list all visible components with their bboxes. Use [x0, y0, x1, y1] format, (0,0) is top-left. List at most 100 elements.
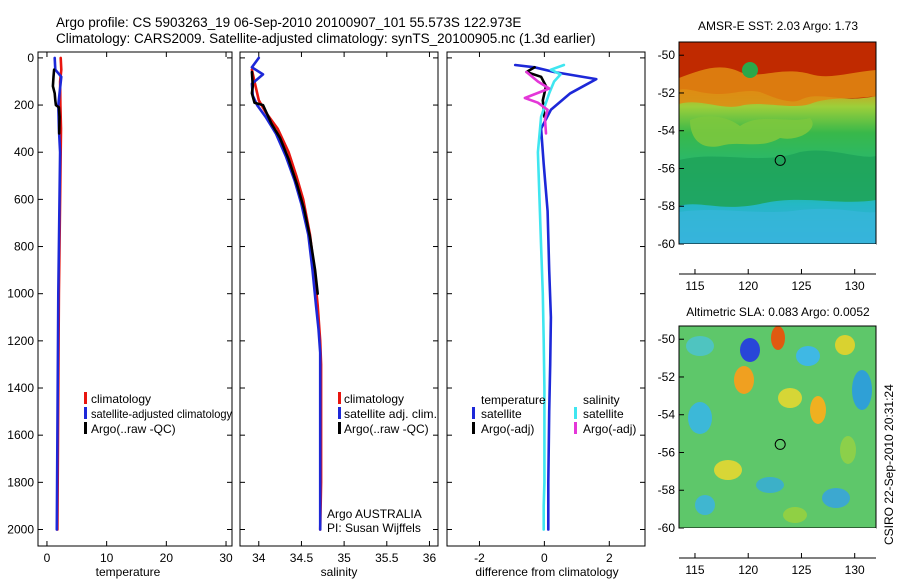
depth-tick-label: 1400 — [7, 381, 34, 395]
legend-label-sal-argo: Argo(-adj) — [583, 422, 636, 436]
title-line-2: Climatology: CARS2009. Satellite-adjuste… — [56, 31, 596, 46]
salinity-x-ticks: 34 34.5 35 35.5 36 — [252, 52, 436, 565]
sst-lon-tick-label: 130 — [845, 279, 865, 293]
difference-legend: temperature salinity satellite Argo(-adj… — [472, 393, 636, 436]
temperature-x-tick-label: 10 — [100, 551, 114, 565]
salinity-x-tick-label: 34 — [252, 551, 266, 565]
salinity-profile-lines — [250, 56, 323, 531]
salinity-x-tick-label: 34.5 — [290, 551, 314, 565]
sst-map-features — [679, 42, 876, 244]
sla-lat-tick-label: -56 — [658, 445, 676, 459]
sst-map-title: AMSR-E SST: 2.03 Argo: 1.73 — [698, 19, 858, 33]
legend-label-satellite-adjusted: satellite-adjusted climatology — [91, 407, 232, 421]
depth-tick-label: 1200 — [7, 334, 34, 348]
title-line-1: Argo profile: CS 5903263_19 06-Sep-2010 … — [56, 15, 521, 30]
sst-map-lat-ticks: -50 -52 -54 -56 -58 -60 — [658, 48, 684, 251]
argo-program-note: Argo AUSTRALIA — [327, 507, 422, 521]
sla-map-lon-ticks: 115 120 125 130 — [679, 553, 876, 577]
sst-lat-tick-label: -52 — [658, 86, 676, 100]
difference-series-temperature-satellite — [513, 63, 598, 531]
temperature-depth-ticks: 0 200 400 600 800 1000 1200 1400 1600 1800 2000 — [7, 51, 232, 536]
legend-header-temperature: temperature — [481, 393, 546, 407]
legend-label-sal-satellite: satellite — [583, 407, 624, 421]
sst-lat-tick-label: -56 — [658, 161, 676, 175]
sla-lon-tick-label: 130 — [845, 563, 865, 577]
legend-label-temp-satellite: satellite — [481, 407, 522, 421]
sst-lat-tick-label: -50 — [658, 48, 676, 62]
salinity-series-argo-raw-qc — [250, 70, 320, 296]
depth-tick-label: 800 — [14, 240, 34, 254]
difference-series-temperature-argo-adj — [525, 66, 548, 119]
temperature-axes-frame — [37, 51, 233, 547]
temperature-legend: climatology satellite-adjusted climatolo… — [84, 392, 232, 436]
sst-lat-tick-label: -60 — [658, 237, 676, 251]
sla-lat-tick-label: -58 — [658, 483, 676, 497]
legend-swatch-climatology — [84, 392, 87, 404]
difference-panel: -2 0 2 difference from climatology tempera… — [446, 51, 646, 579]
salinity-x-label: salinity — [321, 565, 358, 579]
depth-tick-label: 600 — [14, 192, 34, 206]
legend-swatch-temp-satellite — [472, 407, 475, 419]
depth-tick-label: 2000 — [7, 522, 34, 536]
difference-x-tick-label: 0 — [541, 551, 548, 565]
temperature-profile-lines — [51, 56, 63, 531]
difference-depth-ticks — [447, 57, 645, 530]
depth-tick-label: 200 — [14, 98, 34, 112]
difference-x-ticks: -2 0 2 — [474, 52, 613, 565]
salinity-axes-frame — [239, 51, 439, 547]
sla-map-blank-strip — [679, 528, 876, 557]
legend-swatch-argo — [338, 422, 341, 434]
legend-swatch-sal-satellite — [574, 407, 577, 419]
difference-axes-frame — [446, 51, 646, 547]
sla-argo-location-marker — [774, 438, 786, 450]
sst-map-blank-strip — [679, 244, 876, 274]
legend-swatch-sal-argo — [574, 422, 577, 434]
difference-profile-lines — [513, 63, 598, 531]
sla-map-lat-ticks: -50 -52 -54 -56 -58 -60 — [658, 332, 684, 535]
difference-x-tick-label: -2 — [474, 551, 485, 565]
temperature-x-tick-label: 0 — [44, 551, 51, 565]
depth-tick-label: 0 — [27, 51, 34, 65]
salinity-depth-ticks — [240, 57, 438, 530]
sla-lat-tick-label: -60 — [658, 521, 676, 535]
depth-tick-label: 400 — [14, 145, 34, 159]
temperature-panel: 0 200 400 600 800 1000 1200 1400 1600 1800 2000 0 1… — [7, 51, 233, 579]
legend-label-satellite-adj: satellite adj. clim. — [344, 407, 437, 421]
temperature-x-ticks: 0 10 20 30 — [44, 52, 233, 565]
sst-lon-tick-label: 115 — [685, 279, 704, 293]
sst-lon-tick-label: 120 — [738, 279, 758, 293]
sla-lon-tick-label: 120 — [738, 563, 758, 577]
salinity-legend: climatology satellite adj. clim. Argo(..… — [338, 392, 437, 436]
legend-label-argo: Argo(..raw -QC) — [344, 422, 429, 436]
sla-lon-tick-label: 125 — [791, 563, 811, 577]
sla-map-title: Altimetric SLA: 0.083 Argo: 0.0052 — [686, 305, 870, 319]
sst-map-lon-ticks: 115 120 125 130 — [679, 269, 876, 293]
difference-series-salinity-argo-adj — [523, 70, 551, 135]
salinity-series-climatology — [250, 68, 323, 531]
legend-swatch-temp-argo — [472, 422, 475, 434]
temperature-series-satellite-adjusted-climatology — [53, 56, 63, 531]
sla-lon-tick-label: 115 — [685, 563, 704, 577]
sla-map-features — [686, 326, 872, 523]
sst-argo-location-marker — [774, 154, 786, 166]
difference-x-label: difference from climatology — [475, 565, 618, 579]
legend-label-climatology: climatology — [344, 392, 404, 406]
difference-x-tick-label: 2 — [606, 551, 613, 565]
sst-lat-tick-label: -58 — [658, 199, 676, 213]
temperature-x-tick-label: 20 — [160, 551, 174, 565]
depth-tick-label: 1800 — [7, 475, 34, 489]
difference-series-salinity-satellite — [536, 63, 566, 531]
depth-tick-label: 1600 — [7, 428, 34, 442]
salinity-x-tick-label: 35.5 — [375, 551, 399, 565]
sla-lat-tick-label: -52 — [658, 370, 676, 384]
sst-lat-tick-label: -54 — [658, 124, 676, 138]
depth-tick-label: 1000 — [7, 287, 34, 301]
temperature-x-label: temperature — [96, 565, 161, 579]
legend-label-argo: Argo(..raw -QC) — [91, 422, 176, 436]
salinity-x-tick-label: 36 — [423, 551, 437, 565]
temperature-series-argo-raw-qc — [51, 68, 61, 135]
legend-swatch-climatology — [338, 392, 341, 404]
legend-swatch-satellite-adjusted — [84, 407, 87, 419]
legend-label-temp-argo: Argo(-adj) — [481, 422, 534, 436]
